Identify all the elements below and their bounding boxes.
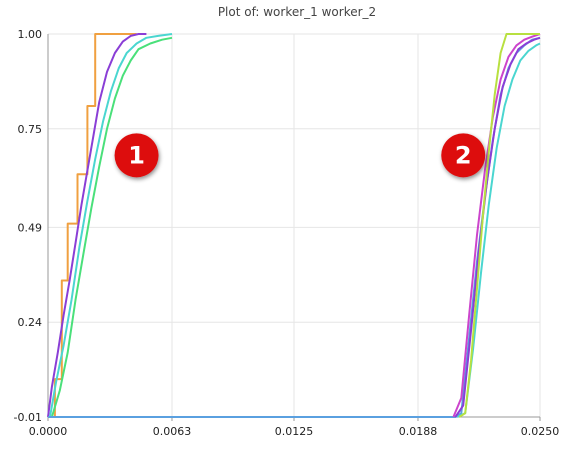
series-line-3 <box>49 33 173 418</box>
series-line-8 <box>456 42 541 418</box>
badge-circle <box>114 133 159 178</box>
y-tick-label: 0.75 <box>18 123 43 136</box>
chart-title: Plot of: worker_1 worker_2 <box>218 5 376 19</box>
badge-label: 1 <box>128 141 145 169</box>
annotation-badge-2: 2 <box>441 133 486 178</box>
series-line-7 <box>454 36 541 418</box>
series-line-2 <box>47 33 147 418</box>
x-tick-label: 0.0063 <box>153 425 192 438</box>
series-lines <box>47 33 541 418</box>
badge-label: 2 <box>455 141 472 169</box>
y-tick-label: -0.01 <box>14 411 42 424</box>
tick-labels: -0.01 0.24 0.49 0.75 1.00 0.0000 0.0063 0.0125 0… <box>14 28 560 438</box>
x-tick-label: 0.0125 <box>275 425 314 438</box>
badge-circle <box>441 133 486 178</box>
annotation-badge-1: 1 <box>114 133 159 178</box>
y-tick-label: 0.24 <box>18 316 43 329</box>
x-tick-label: 0.0188 <box>399 425 438 438</box>
x-tick-label: 0.0000 <box>29 425 68 438</box>
y-tick-label: 1.00 <box>18 28 43 41</box>
x-tick-label: 0.0250 <box>521 425 560 438</box>
series-line-6 <box>452 33 541 418</box>
series-line-4 <box>50 36 173 418</box>
series-line-9 <box>458 33 540 418</box>
y-tick-label: 0.49 <box>18 221 43 234</box>
